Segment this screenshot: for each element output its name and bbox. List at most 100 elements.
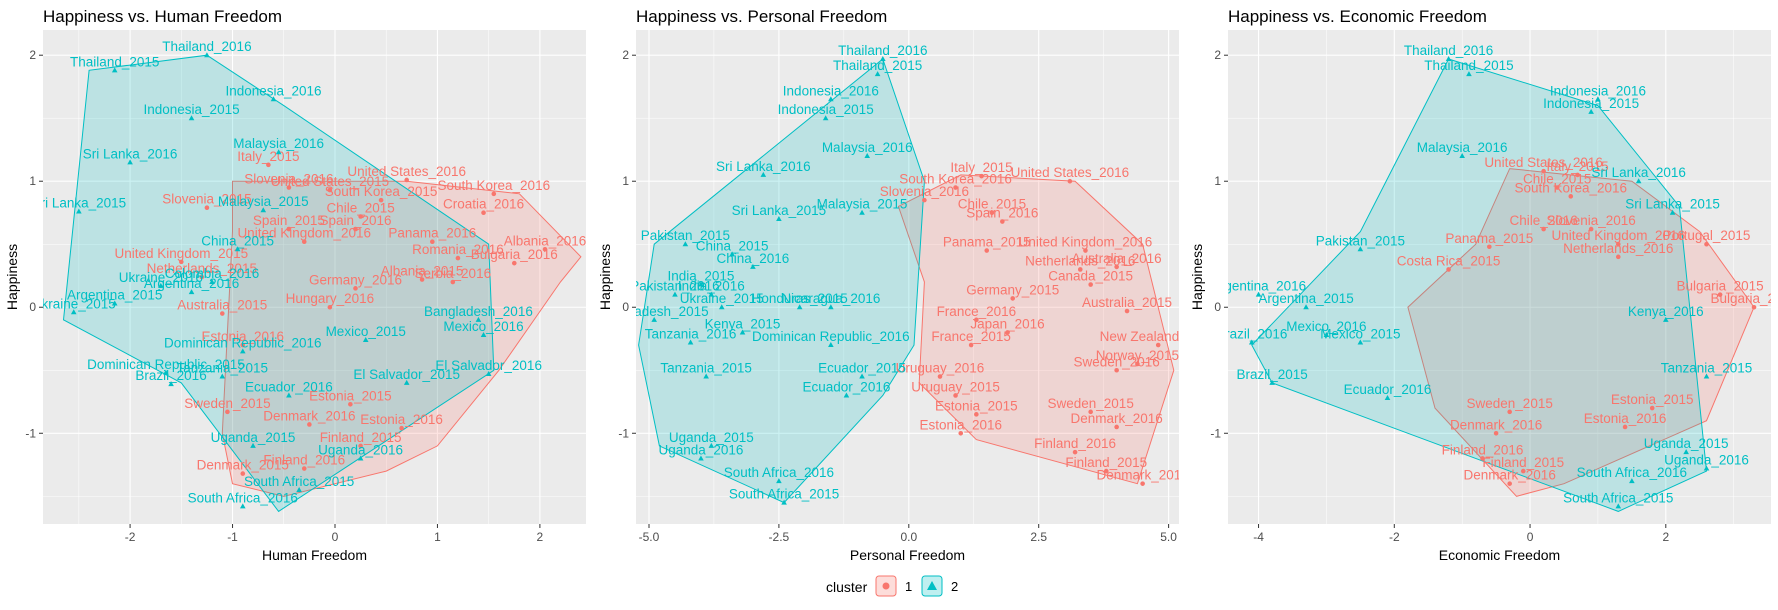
data-point xyxy=(307,422,312,427)
data-point xyxy=(843,392,850,398)
point-label: Tanzania_2016 xyxy=(645,327,737,342)
data-point xyxy=(260,207,267,213)
data-point xyxy=(864,153,871,159)
x-tick-label: -2 xyxy=(1389,530,1400,544)
data-point xyxy=(1588,108,1594,114)
y-tick-label: -1 xyxy=(25,426,36,440)
data-point xyxy=(399,425,404,431)
point-label: Uruguay_2015 xyxy=(911,379,1000,394)
data-point xyxy=(1083,248,1088,253)
cluster-1-hull xyxy=(221,180,582,497)
x-tick-label: -2.5 xyxy=(769,530,790,544)
data-point xyxy=(729,251,735,257)
x-tick-label: 2 xyxy=(537,530,544,544)
data-point xyxy=(353,286,358,291)
data-point xyxy=(1635,178,1642,184)
data-point xyxy=(204,52,210,58)
data-point xyxy=(922,197,927,203)
point-label: Argentina_2016 xyxy=(144,276,239,291)
point-label: Ukraine_2015 xyxy=(32,296,116,311)
point-label: Mexico_2015 xyxy=(1320,327,1400,342)
data-point xyxy=(739,329,746,335)
data-point xyxy=(1703,373,1710,379)
point-label: Costa Rica_2015 xyxy=(1397,253,1501,268)
data-point xyxy=(1088,282,1093,287)
data-point xyxy=(511,260,517,266)
cluster-2-hull xyxy=(62,54,495,513)
point-label: Uganda_2016 xyxy=(659,442,744,457)
data-point xyxy=(250,442,256,448)
data-point xyxy=(234,246,241,252)
point-label: Ecuador_2015 xyxy=(818,361,906,376)
data-point xyxy=(430,239,435,245)
data-point xyxy=(209,279,215,285)
point-label: Thailand_2016 xyxy=(838,43,927,58)
point-label: China_2015 xyxy=(201,233,274,248)
point-label: Brazil_2016 xyxy=(135,368,206,383)
data-point xyxy=(270,96,277,102)
point-label: South Africa_2015 xyxy=(729,487,839,502)
data-point xyxy=(874,71,881,77)
data-point xyxy=(127,159,133,165)
panel-title: Happiness vs. Economic Freedom xyxy=(1228,7,1487,26)
data-point xyxy=(1124,308,1130,314)
data-point xyxy=(327,304,333,310)
point-label: Tanzania_2015 xyxy=(1661,361,1753,376)
data-point xyxy=(953,185,958,190)
y-tick-label: -1 xyxy=(1210,426,1221,440)
point-label: Germany_2016 xyxy=(309,272,402,287)
data-point xyxy=(1703,465,1710,471)
data-point xyxy=(353,226,358,232)
data-point xyxy=(1010,296,1016,301)
point-label: Slovenia_2016 xyxy=(880,184,969,199)
data-point xyxy=(781,499,787,505)
point-label: Finland_2016 xyxy=(1442,442,1524,457)
x-tick-label: 1 xyxy=(434,530,441,544)
point-label: Brazil_2016 xyxy=(1216,327,1287,342)
data-point xyxy=(1615,503,1622,509)
x-tick-label: -4 xyxy=(1253,530,1264,544)
point-label: Bulgaria_2016 xyxy=(471,247,558,262)
point-label: Sri Lanka_2015 xyxy=(32,195,127,210)
point-label: New Zealand_2015 xyxy=(1100,329,1217,344)
data-point xyxy=(1155,342,1161,348)
data-point xyxy=(1088,409,1093,415)
chart-panels: Happiness vs. Human Freedom-2 -1 0 1 2-1012H… xyxy=(4,7,1771,563)
data-point xyxy=(974,412,979,417)
data-point xyxy=(937,374,943,379)
point-label: Italy_2015 xyxy=(237,149,299,164)
x-axis-title: Economic Freedom xyxy=(1439,547,1560,563)
point-label: France_2016 xyxy=(937,304,1017,319)
point-label: Honduras_2015 xyxy=(752,291,848,306)
point-label: Albania_2016 xyxy=(504,233,587,248)
point-label: Serbia_2016 xyxy=(415,266,492,281)
point-label: Uganda_2016 xyxy=(318,442,403,457)
y-tick-label: 1 xyxy=(1214,174,1221,188)
point-label: Thailand_2015 xyxy=(1424,58,1513,73)
point-label: Panama_2015 xyxy=(943,235,1031,250)
point-label: United Kingdom_2016 xyxy=(1019,235,1153,250)
data-point xyxy=(168,381,174,387)
cluster-1-hull xyxy=(1407,168,1755,497)
data-point xyxy=(828,342,834,348)
data-point xyxy=(672,291,678,297)
data-point xyxy=(404,177,410,183)
point-label: Bulgaria_2015 xyxy=(1677,279,1764,294)
point-label: Nicaragua_2016 xyxy=(781,291,880,306)
point-label: Netherlands_2016 xyxy=(1563,241,1673,256)
point-label: Denmark_2016 xyxy=(263,408,355,423)
data-point xyxy=(958,430,964,436)
point-label: Ecuador_2016 xyxy=(245,379,333,394)
x-tick-label: -1 xyxy=(227,530,238,544)
data-point xyxy=(286,392,292,398)
data-point xyxy=(979,173,984,179)
data-point xyxy=(859,209,865,215)
point-label: Estonia_2016 xyxy=(201,329,284,344)
data-point xyxy=(1067,178,1073,184)
x-tick-label: 5.0 xyxy=(1160,530,1177,544)
data-point xyxy=(1357,339,1364,345)
point-label: Mexico_2016 xyxy=(1286,319,1366,334)
point-label: Slovenia_2016 xyxy=(1546,213,1635,228)
data-point xyxy=(301,466,307,471)
